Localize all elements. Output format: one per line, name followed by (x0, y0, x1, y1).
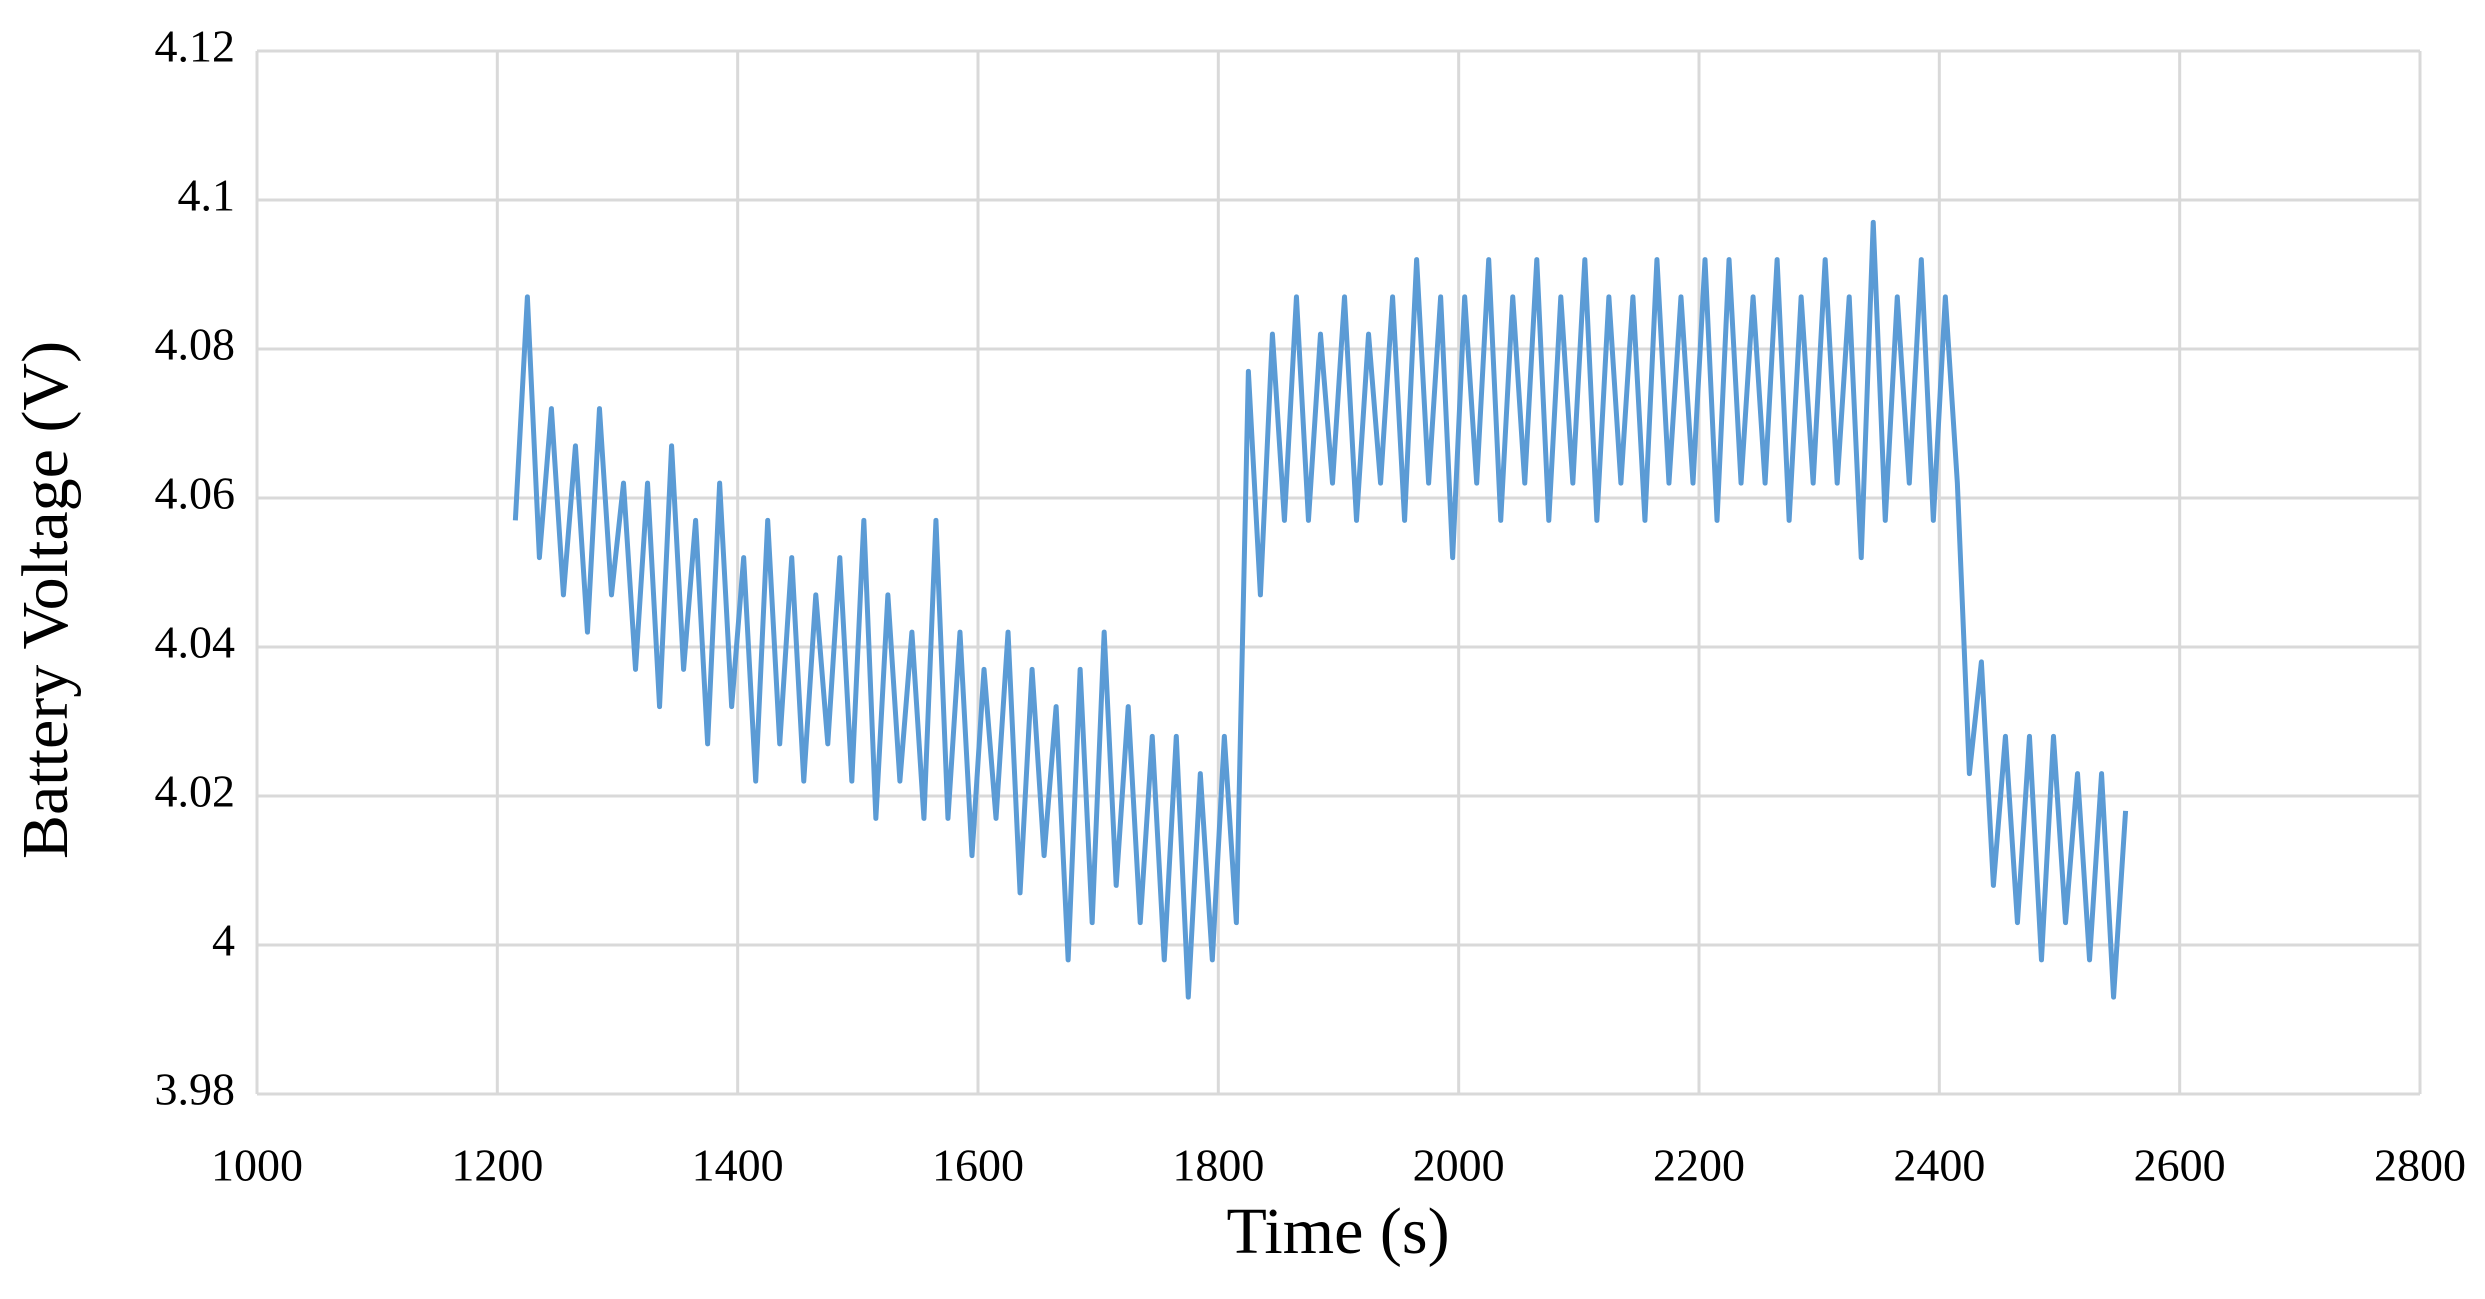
y-tick-label: 4.12 (155, 21, 236, 72)
y-tick-label: 4 (212, 915, 235, 966)
x-tick-label: 2400 (1893, 1140, 1985, 1191)
x-tick-label: 2800 (2374, 1140, 2466, 1191)
x-tick-label: 2000 (1413, 1140, 1505, 1191)
y-tick-label: 4.04 (155, 617, 236, 668)
y-tick-label: 4.08 (155, 319, 236, 370)
y-axis-title: Battery Voltage (V) (9, 341, 82, 859)
x-tick-label: 1200 (451, 1140, 543, 1191)
x-tick-label: 1400 (692, 1140, 784, 1191)
x-tick-label: 1000 (211, 1140, 303, 1191)
data-line (512, 219, 2129, 1000)
y-tick-label: 4.02 (155, 766, 236, 817)
y-tick-label: 3.98 (155, 1064, 236, 1115)
x-tick-label: 1600 (932, 1140, 1024, 1191)
y-tick-label: 4.06 (155, 468, 236, 519)
x-tick-label: 2600 (2134, 1140, 2226, 1191)
x-tick-label: 1800 (1172, 1140, 1264, 1191)
x-tick-label: 2200 (1653, 1140, 1745, 1191)
x-axis-title: Time (s) (1226, 1195, 1449, 1268)
y-tick-label: 4.1 (178, 170, 236, 221)
